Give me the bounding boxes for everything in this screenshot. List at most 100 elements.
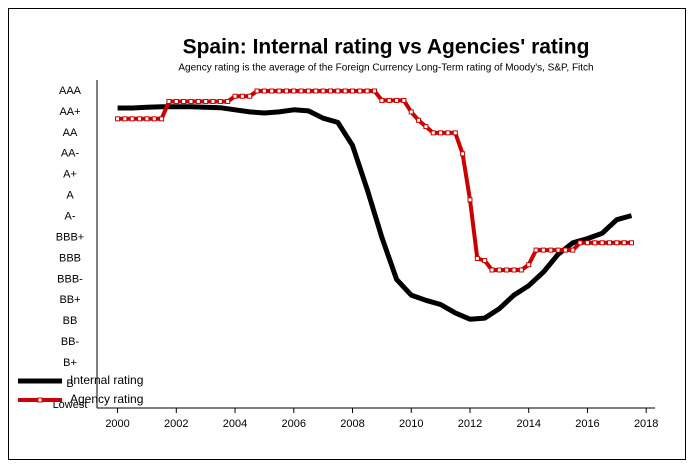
data-marker bbox=[122, 116, 128, 122]
data-marker bbox=[269, 88, 275, 94]
data-marker bbox=[357, 88, 363, 94]
data-marker bbox=[467, 197, 473, 203]
chart-border bbox=[8, 8, 686, 460]
x-tick-label: 2000 bbox=[105, 418, 129, 430]
data-marker bbox=[181, 98, 187, 104]
data-marker bbox=[518, 267, 524, 273]
x-tick-label: 2004 bbox=[223, 418, 247, 430]
data-marker bbox=[261, 88, 267, 94]
data-marker bbox=[254, 88, 260, 94]
data-marker bbox=[320, 88, 326, 94]
data-marker bbox=[401, 97, 407, 103]
y-tick-label: A- bbox=[65, 211, 76, 223]
data-marker bbox=[460, 151, 466, 157]
data-marker bbox=[225, 98, 231, 104]
data-marker bbox=[137, 116, 143, 122]
data-marker bbox=[276, 88, 282, 94]
data-marker bbox=[504, 267, 510, 273]
series-line bbox=[117, 104, 633, 322]
data-marker bbox=[445, 130, 451, 136]
data-marker bbox=[584, 240, 590, 246]
data-marker bbox=[548, 247, 554, 253]
data-marker bbox=[217, 98, 223, 104]
data-marker bbox=[210, 98, 216, 104]
data-marker bbox=[372, 88, 378, 94]
data-marker bbox=[247, 93, 253, 99]
y-tick-label: BBB bbox=[59, 252, 81, 264]
data-marker bbox=[606, 240, 612, 246]
y-tick-label: BB+ bbox=[59, 294, 80, 306]
data-marker bbox=[416, 117, 422, 123]
data-marker bbox=[203, 98, 209, 104]
y-tick-label: AA bbox=[63, 127, 78, 139]
x-tick-label: 2006 bbox=[282, 418, 306, 430]
data-marker bbox=[364, 88, 370, 94]
legend-label: Internal rating bbox=[70, 373, 143, 387]
data-marker bbox=[232, 93, 238, 99]
y-tick-label: BBB- bbox=[57, 273, 83, 285]
data-marker bbox=[188, 98, 194, 104]
x-tick-label: 2008 bbox=[340, 418, 364, 430]
data-marker bbox=[159, 116, 165, 122]
data-marker bbox=[452, 130, 458, 136]
data-marker bbox=[489, 267, 495, 273]
data-marker bbox=[386, 97, 392, 103]
data-marker bbox=[129, 116, 135, 122]
data-marker bbox=[239, 93, 245, 99]
y-tick-label: BBB+ bbox=[56, 231, 84, 243]
data-marker bbox=[195, 98, 201, 104]
data-marker bbox=[511, 267, 517, 273]
y-tick-label: A bbox=[66, 190, 74, 202]
data-marker bbox=[313, 88, 319, 94]
data-marker bbox=[327, 88, 333, 94]
y-tick-label: AA+ bbox=[59, 106, 80, 118]
data-marker bbox=[533, 247, 539, 253]
x-tick-label: 2002 bbox=[164, 418, 188, 430]
data-marker bbox=[570, 247, 576, 253]
y-tick-label: B bbox=[66, 378, 73, 390]
chart-title: Spain: Internal rating vs Agencies' rati… bbox=[183, 36, 590, 59]
data-marker bbox=[394, 97, 400, 103]
y-tick-label: AA- bbox=[61, 148, 80, 160]
data-marker bbox=[430, 130, 436, 136]
data-marker bbox=[438, 130, 444, 136]
y-tick-label: A+ bbox=[63, 169, 77, 181]
data-marker bbox=[526, 262, 532, 268]
data-marker bbox=[540, 247, 546, 253]
x-tick-label: 2010 bbox=[399, 418, 423, 430]
data-marker bbox=[379, 97, 385, 103]
data-marker bbox=[298, 88, 304, 94]
data-marker bbox=[305, 88, 311, 94]
data-marker bbox=[496, 267, 502, 273]
x-tick-label: 2012 bbox=[458, 418, 482, 430]
legend-marker bbox=[37, 397, 43, 403]
chart-subtitle: Agency rating is the average of the Fore… bbox=[178, 63, 593, 74]
x-tick-label: 2014 bbox=[516, 418, 540, 430]
data-marker bbox=[166, 98, 172, 104]
data-marker bbox=[629, 240, 635, 246]
data-marker bbox=[335, 88, 341, 94]
y-tick-label: B+ bbox=[63, 357, 77, 369]
data-marker bbox=[408, 109, 414, 115]
data-marker bbox=[423, 124, 429, 130]
y-tick-label: BB- bbox=[61, 336, 80, 348]
data-marker bbox=[599, 240, 605, 246]
data-marker bbox=[614, 240, 620, 246]
data-marker bbox=[291, 88, 297, 94]
x-tick-label: 2018 bbox=[634, 418, 658, 430]
data-marker bbox=[144, 116, 150, 122]
data-marker bbox=[115, 116, 121, 122]
data-marker bbox=[562, 247, 568, 253]
data-marker bbox=[173, 98, 179, 104]
data-marker bbox=[350, 88, 356, 94]
data-marker bbox=[283, 88, 289, 94]
data-marker bbox=[151, 116, 157, 122]
data-marker bbox=[482, 258, 488, 264]
data-marker bbox=[474, 255, 480, 261]
data-marker bbox=[621, 240, 627, 246]
y-tick-label: BB bbox=[63, 315, 78, 327]
legend-label: Agency rating bbox=[70, 392, 143, 406]
data-marker bbox=[577, 240, 583, 246]
data-marker bbox=[592, 240, 598, 246]
